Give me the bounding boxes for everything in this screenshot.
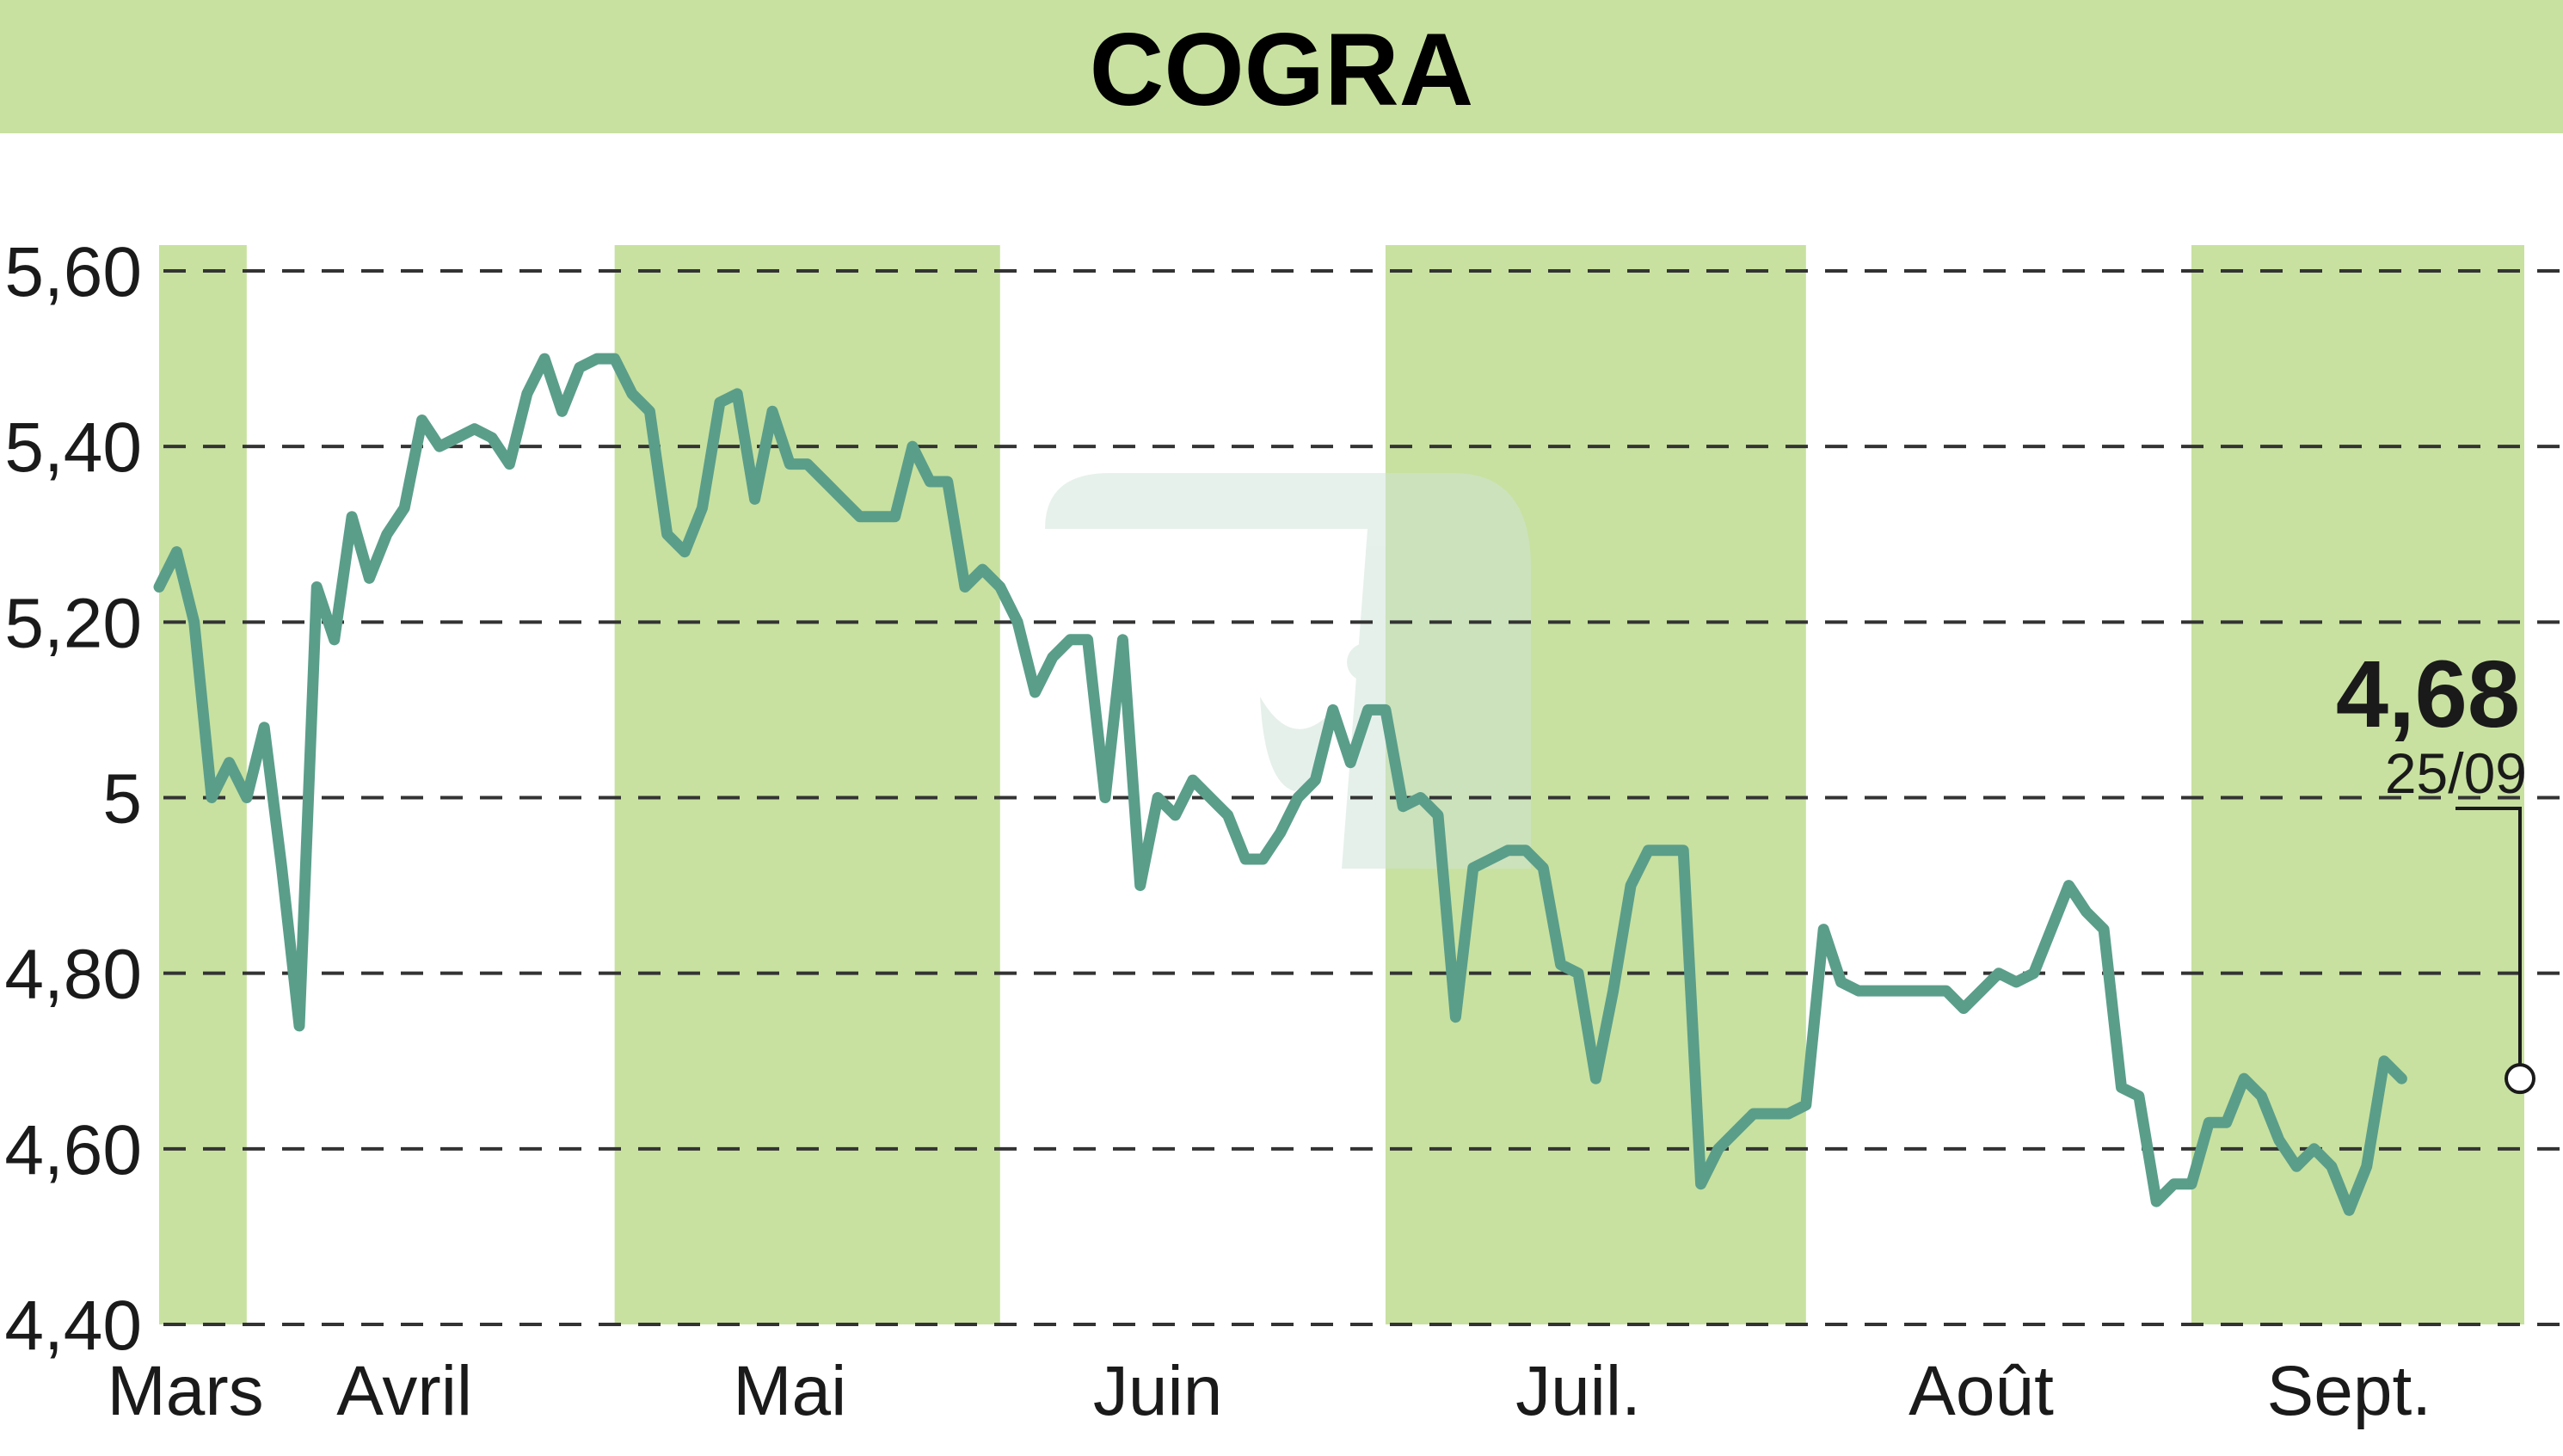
last-point-marker — [2505, 1063, 2535, 1095]
month-label-mars: Mars — [107, 1352, 263, 1430]
callout-leader-line — [2455, 807, 2522, 1066]
y-tick-label: 4,80 — [4, 936, 142, 1014]
month-band-mai — [614, 245, 1000, 1324]
y-tick-label: 5 — [102, 760, 142, 839]
last-value-callout: 4,68 25/09 — [2336, 642, 2535, 1095]
month-label-sept: Sept. — [2267, 1352, 2431, 1430]
month-label-juil: Juil. — [1515, 1352, 1641, 1430]
month-label-aot: Août — [1908, 1352, 2054, 1430]
last-value-label: 4,68 — [2336, 642, 2520, 747]
month-band-sept — [2191, 245, 2524, 1324]
x-month-labels: Mars Avril Mai Juin Juil. Août Sept. — [107, 1352, 2431, 1430]
y-tick-label: 4,60 — [4, 1111, 142, 1189]
title-banner — [0, 0, 2563, 133]
month-label-juin: Juin — [1093, 1352, 1222, 1430]
last-date-label: 25/09 — [2385, 741, 2527, 805]
y-tick-label: 5,60 — [4, 233, 142, 311]
price-series — [153, 353, 2407, 1216]
y-tick-label: 5,20 — [4, 584, 142, 662]
month-band-mars — [159, 245, 247, 1324]
y-tick-label: 5,40 — [4, 409, 142, 487]
month-label-avril: Avril — [336, 1352, 472, 1430]
chart-title: COGRA — [1090, 12, 1474, 127]
y-tick-label: 4,40 — [4, 1287, 142, 1365]
price-line — [153, 353, 2407, 1216]
y-tick-labels: 5,60 5,40 5,20 5 4,80 4,60 4,40 — [4, 233, 142, 1365]
month-label-mai: Mai — [733, 1352, 846, 1430]
y-grid — [163, 269, 2563, 1326]
